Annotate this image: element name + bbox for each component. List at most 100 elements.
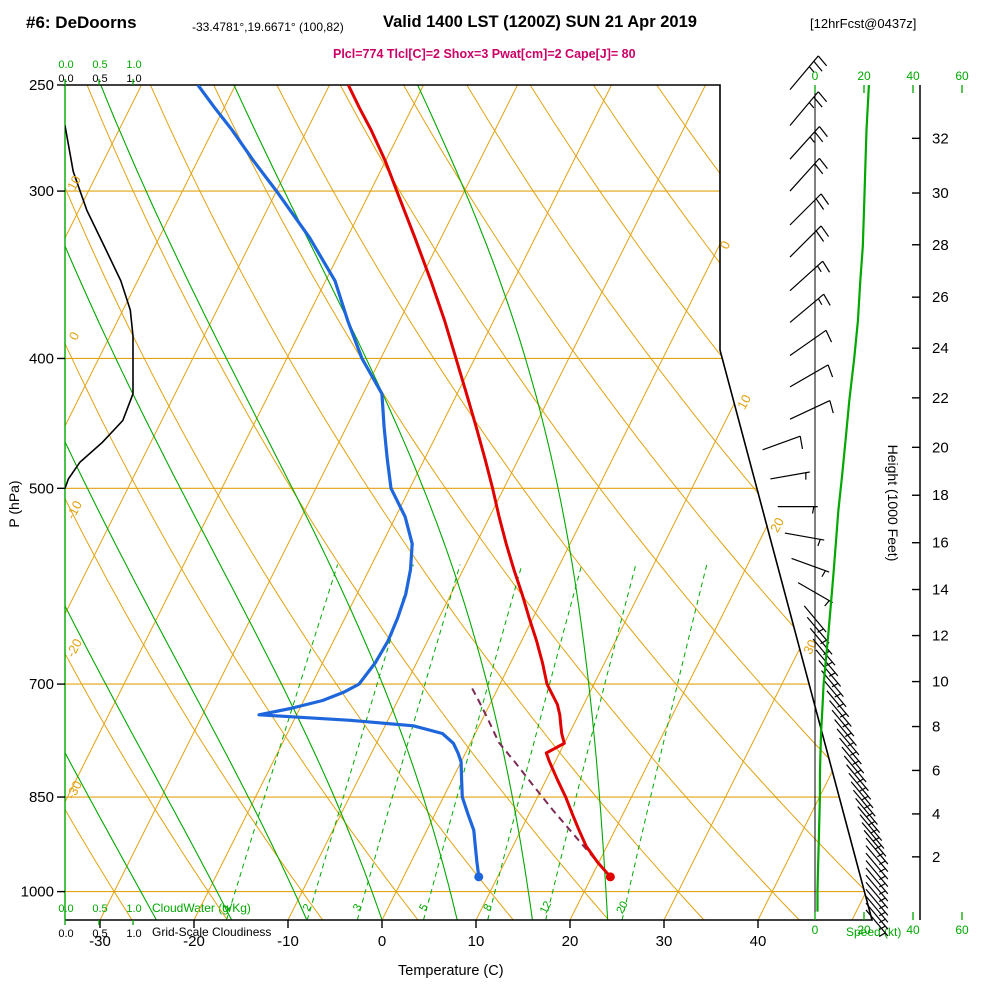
wind-barb [823, 680, 847, 708]
wind-barb [863, 829, 887, 857]
wind-barb [839, 737, 862, 765]
speed-tick-label: 20 [857, 923, 871, 937]
height-tick-label: 2 [932, 849, 940, 866]
isotherm-line [99, 85, 518, 920]
height-tick-label: 10 [932, 674, 949, 691]
pressure-tick-label: 1000 [21, 884, 54, 901]
moist-adiabat-line [65, 85, 233, 920]
wind-barb [826, 690, 850, 718]
height-tick-label: 14 [932, 582, 949, 599]
mixing-ratio-line [226, 564, 339, 920]
wind-barb [789, 293, 825, 323]
mixing-ratio-label: 5 [417, 902, 430, 913]
height-tick-label: 16 [932, 535, 949, 552]
speed-tick-label: 60 [955, 69, 969, 83]
isotherm-line [569, 85, 872, 920]
mixing-ratio-line [423, 564, 523, 920]
wind-barb [843, 755, 867, 783]
dry-adiabat-line [719, 85, 872, 920]
isotherm-label: 30 [800, 637, 820, 657]
moist-adiabat-line [65, 85, 157, 920]
wind-barb [841, 746, 865, 774]
height-tick-label: 20 [932, 439, 949, 456]
temperature-tick-label: 10 [468, 933, 485, 950]
pressure-tick-label: 300 [29, 183, 54, 200]
height-tick-label: 4 [932, 806, 940, 823]
moist-adiabat-line [65, 85, 383, 920]
isotherm-line [851, 85, 872, 920]
station-title: #6: DeDoorns [26, 13, 137, 32]
mixing-ratio-label: 12 [538, 899, 554, 915]
wind-barb [855, 798, 878, 825]
isotherm-label: 20 [767, 515, 787, 535]
surface-dewpoint-dot [474, 872, 484, 882]
height-tick-label: 18 [932, 487, 949, 504]
speed-tick-label: 20 [857, 69, 871, 83]
speed-tick-label: 40 [906, 69, 920, 83]
wind-barb [791, 557, 830, 573]
cloudiness-axis-title: Grid-Scale Cloudiness [152, 925, 272, 939]
wind-barb [836, 728, 860, 756]
wind-barb [829, 700, 852, 727]
wind-barb [809, 627, 833, 655]
mixing-ratio-line [487, 564, 583, 920]
pressure-tick-label: 250 [29, 77, 54, 94]
dry-adiabat-line [910, 85, 1000, 920]
cloudiness-scale-label: 0.0 [58, 928, 73, 940]
mixing-ratio-label: 1 [220, 902, 233, 913]
pressure-tick-label: 400 [29, 350, 54, 367]
surface-temperature-dot [605, 872, 615, 882]
wind-barb [859, 814, 883, 842]
mixing-ratio-label: 2 [301, 902, 314, 913]
height-tick-label: 6 [932, 762, 940, 779]
dry-adiabat-line [973, 85, 1000, 920]
temperature-tick-label: 30 [656, 933, 673, 950]
moist-adiabat-line [100, 85, 458, 920]
wind-barb [812, 638, 836, 666]
wind-barb [865, 837, 889, 865]
dry-adiabat-line [339, 85, 872, 920]
temperature-curve [346, 85, 612, 878]
temperature-tick-label: 40 [750, 933, 767, 950]
cloudiness-scale-label: 1.0 [126, 73, 141, 85]
wind-barb [815, 649, 839, 677]
dry-adiabat-line [65, 85, 324, 920]
wind-barb [865, 888, 889, 916]
wind-barb [846, 764, 869, 792]
pressure-tick-label: 700 [29, 676, 54, 693]
dry-adiabat-line [86, 85, 609, 920]
wind-barb [865, 845, 889, 873]
wind-barb [865, 860, 889, 887]
parcel-curve [469, 683, 612, 878]
height-tick-label: 12 [932, 628, 949, 645]
cloudwater-scale-label: 0.0 [58, 903, 73, 915]
speed-tick-label: 40 [906, 923, 920, 937]
mixing-ratio-label: 8 [481, 902, 494, 913]
background-lattice [65, 85, 1000, 920]
plot-border [65, 84, 874, 921]
pressure-tick-label: 850 [29, 789, 54, 806]
wind-barb [806, 616, 830, 644]
isotherm-line [65, 85, 330, 920]
dry-adiabat-line [65, 85, 133, 920]
wind-barb [865, 902, 889, 930]
temperature-tick-label: 0 [378, 933, 386, 950]
height-tick-label: 24 [932, 340, 949, 357]
mixing-ratio-label: 20 [614, 899, 630, 915]
height-tick-label: 8 [932, 719, 940, 736]
isotherm-line [381, 85, 800, 920]
cloudwater-scale-label: 1.0 [126, 903, 141, 915]
cloudiness-scale-label: 1.0 [126, 928, 141, 940]
wind-barb [850, 781, 874, 809]
mixing-ratio-line [545, 564, 637, 920]
wind-barb [852, 789, 876, 817]
cloudwater-scale-label: 0.5 [92, 59, 107, 71]
speed-tick-label: 60 [955, 923, 969, 937]
height-tick-label: 30 [932, 185, 949, 202]
wind-barb [865, 909, 889, 937]
wind-barb [789, 364, 829, 388]
temperature-tick-label: -10 [277, 933, 299, 950]
moist-adiabat-line [65, 85, 308, 920]
cloudwater-scale-label: 0.0 [58, 59, 73, 71]
